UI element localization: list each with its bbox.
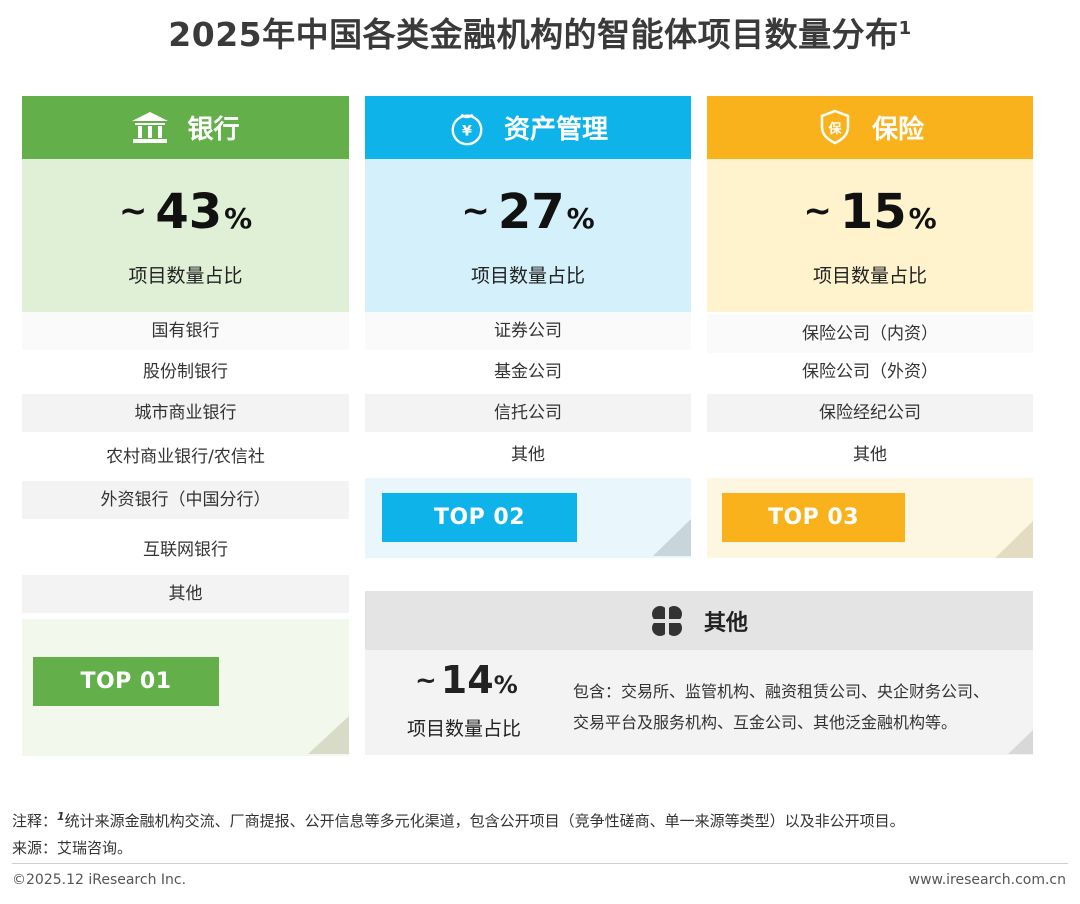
list-item: 外资银行（中国分行） <box>22 481 349 519</box>
list-item: 基金公司 <box>494 362 562 382</box>
insurance-card: 保 保险 ~15% 项目数量占比 保险公司（内资） 保险公司（外资） 保险经纪公… <box>707 96 1033 558</box>
clover-icon <box>649 603 684 638</box>
other-header: 其他 <box>365 591 1033 650</box>
other-description: 包含：交易所、监管机构、融资租赁公司、央企财务公司、 交易平台及服务机构、互金公… <box>573 676 989 738</box>
asset-title: 资产管理 <box>503 115 608 145</box>
other-percent: ~14% <box>415 658 518 702</box>
footer-divider <box>12 863 1068 864</box>
list-item: 信托公司 <box>365 394 691 432</box>
list-item: 农村商业银行/农信社 <box>106 447 265 467</box>
list-item: 股份制银行 <box>143 362 228 382</box>
insurance-title: 保险 <box>871 115 924 145</box>
source-note: 来源：艾瑞咨询。 <box>12 839 133 857</box>
bank-title: 银行 <box>187 115 240 145</box>
list-item: 保险经纪公司 <box>707 394 1033 432</box>
website-url: www.iresearch.com.cn <box>908 872 1066 888</box>
page-fold-corner <box>308 716 349 754</box>
bank-icon <box>131 109 169 147</box>
asset-card: ¥ 资产管理 ~27% 项目数量占比 证券公司 基金公司 信托公司 其他 TOP… <box>365 96 691 558</box>
other-title: 其他 <box>703 610 748 636</box>
svg-text:保: 保 <box>827 121 842 137</box>
bank-stat-label: 项目数量占比 <box>128 265 243 287</box>
list-item: 保险公司（内资） <box>707 315 1033 353</box>
description-line: 包含：交易所、监管机构、融资租赁公司、央企财务公司、 <box>573 682 990 701</box>
money-bag-icon: ¥ <box>448 109 486 147</box>
insurance-stat-label: 项目数量占比 <box>812 265 927 287</box>
copyright: ©2025.12 iResearch Inc. <box>12 872 187 888</box>
bank-card: 银行 ~43% 项目数量占比 国有银行 股份制银行 城市商业银行 农村商业银行/… <box>22 96 349 756</box>
page-title: 2025年中国各类金融机构的智能体项目数量分布1 <box>168 15 912 54</box>
page-fold-corner <box>995 521 1033 558</box>
svg-text:¥: ¥ <box>462 123 472 139</box>
asset-header: ¥ 资产管理 <box>365 96 691 159</box>
page-fold-corner <box>653 519 691 556</box>
list-item: 证券公司 <box>365 312 691 350</box>
footnote: 注释：1统计来源金融机构交流、厂商提报、公开信息等多元化渠道，包含公开项目（竞争… <box>12 810 905 830</box>
asset-stat: ~27% 项目数量占比 <box>365 159 691 312</box>
rank-badge: TOP 02 <box>382 493 577 542</box>
description-line: 交易平台及服务机构、互金公司、其他泛金融机构等。 <box>573 713 958 732</box>
list-item: 其他 <box>853 445 887 465</box>
rank-badge: TOP 03 <box>722 493 905 542</box>
list-item: 国有银行 <box>22 312 349 350</box>
rank-badge: TOP 01 <box>33 657 219 706</box>
bank-stat: ~43% 项目数量占比 <box>22 159 349 312</box>
list-item: 其他 <box>511 445 545 465</box>
other-stat-label: 项目数量占比 <box>407 718 522 740</box>
list-item: 保险公司（外资） <box>802 362 938 382</box>
asset-stat-label: 项目数量占比 <box>470 265 585 287</box>
list-item: 互联网银行 <box>143 540 228 560</box>
list-item: 城市商业银行 <box>22 394 349 432</box>
list-item: 其他 <box>22 575 349 613</box>
insurance-shield-icon: 保 <box>816 109 854 147</box>
other-body: ~14% 项目数量占比 包含：交易所、监管机构、融资租赁公司、央企财务公司、 交… <box>365 650 1033 755</box>
bank-header: 银行 <box>22 96 349 159</box>
insurance-percent: ~15% <box>803 184 937 240</box>
insurance-stat: ~15% 项目数量占比 <box>707 159 1033 312</box>
asset-percent: ~27% <box>461 184 595 240</box>
bank-percent: ~43% <box>118 184 253 240</box>
page-fold-corner <box>1008 730 1033 754</box>
footnotes: 注释：1统计来源金融机构交流、厂商提报、公开信息等多元化渠道，包含公开项目（竞争… <box>12 803 905 862</box>
insurance-header: 保 保险 <box>707 96 1033 159</box>
